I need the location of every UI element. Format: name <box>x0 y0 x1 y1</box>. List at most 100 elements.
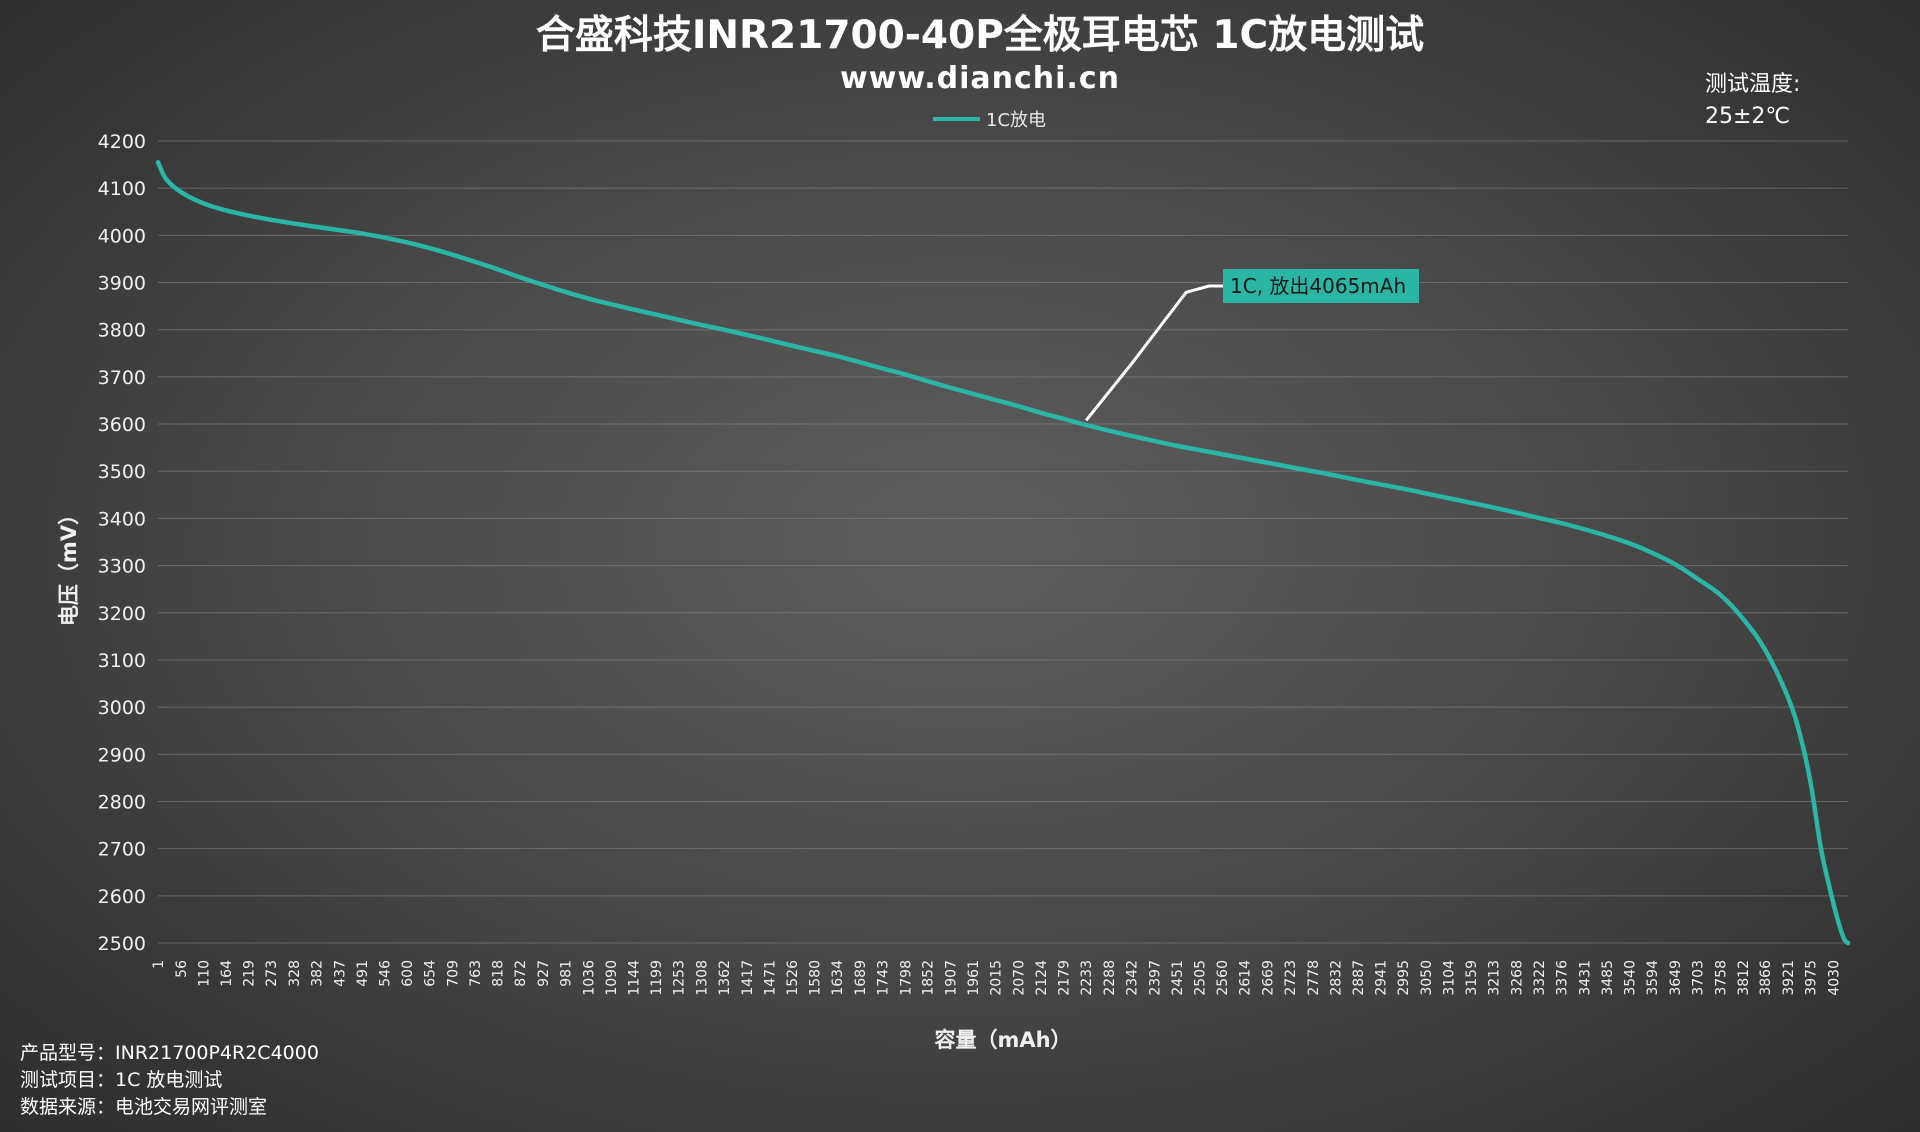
temperature-label: 测试温度: <box>1705 72 1800 97</box>
data-source: 数据来源：电池交易网评测室 <box>20 1096 268 1118</box>
y-tick-label: 4200 <box>98 131 146 153</box>
x-tick-label: 3594 <box>1645 960 1661 996</box>
x-tick-label: 164 <box>219 960 235 987</box>
x-tick-label: 2778 <box>1306 960 1322 996</box>
x-tick-label: 2941 <box>1374 960 1390 996</box>
legend: 1C放电 <box>933 110 1046 131</box>
x-tick-label: 4030 <box>1826 960 1842 996</box>
y-tick-label: 3000 <box>98 697 146 719</box>
x-tick-label: 3159 <box>1464 960 1480 996</box>
x-tick-label: 3758 <box>1713 960 1729 996</box>
x-tick-label: 927 <box>536 960 552 987</box>
x-tick-label: 1308 <box>695 960 711 996</box>
x-tick-label: 1 <box>151 960 167 969</box>
annotation-box <box>1223 269 1419 303</box>
y-tick-label: 3600 <box>98 414 146 436</box>
annotation-text: 1C, 放出4065mAh <box>1230 274 1406 298</box>
x-tick-label: 2233 <box>1079 960 1095 996</box>
x-tick-label: 3050 <box>1419 960 1435 996</box>
x-tick-label: 2015 <box>989 960 1005 996</box>
x-tick-label: 3104 <box>1441 960 1457 996</box>
x-tick-label: 2124 <box>1034 960 1050 996</box>
x-tick-label: 600 <box>400 960 416 987</box>
x-tick-label: 1253 <box>672 960 688 996</box>
x-tick-label: 1634 <box>830 960 846 996</box>
annotation: 1C, 放出4065mAh <box>1085 269 1419 422</box>
x-tick-label: 2669 <box>1260 960 1276 996</box>
x-tick-label: 1743 <box>875 960 891 996</box>
x-tick-label: 3322 <box>1532 960 1548 996</box>
x-tick-label: 2560 <box>1215 960 1231 996</box>
x-tick-label: 3213 <box>1487 960 1503 996</box>
x-tick-label: 2723 <box>1283 960 1299 996</box>
x-tick-label: 2832 <box>1328 960 1344 996</box>
x-tick-label: 3485 <box>1600 960 1616 996</box>
x-tick-label: 2505 <box>1192 960 1208 996</box>
gridlines <box>158 140 1848 944</box>
x-tick-label: 3921 <box>1781 960 1797 996</box>
x-tick-label: 546 <box>378 960 394 987</box>
x-tick-label: 1144 <box>626 960 642 996</box>
x-tick-label: 709 <box>445 960 461 987</box>
x-tick-label: 3703 <box>1690 960 1706 996</box>
y-tick-label: 3900 <box>98 273 146 295</box>
y-tick-label: 4000 <box>98 225 146 247</box>
y-tick-label: 3500 <box>98 461 146 483</box>
x-tick-label: 2887 <box>1351 960 1367 996</box>
x-tick-label: 818 <box>491 960 507 987</box>
x-tick-label: 56 <box>174 960 190 978</box>
x-tick-label: 1417 <box>740 960 756 996</box>
x-tick-label: 3975 <box>1804 960 1820 996</box>
chart-title: 合盛科技INR21700-40P全极耳电芯 1C放电测试 <box>536 13 1424 58</box>
annotation-leader-line <box>1085 284 1223 422</box>
x-tick-label: 3376 <box>1554 960 1570 996</box>
x-tick-label: 1580 <box>808 960 824 996</box>
x-tick-label: 1090 <box>604 960 620 996</box>
x-tick-label: 2397 <box>1147 960 1163 996</box>
y-tick-label: 3300 <box>98 556 146 578</box>
x-tick-label: 3431 <box>1577 960 1593 996</box>
y-axis-ticks: 4200 4100 4000 3900 3800 3700 3600 3500 3400 3300… <box>98 131 146 955</box>
x-tick-label: 491 <box>355 960 371 987</box>
x-tick-label: 3649 <box>1668 960 1684 996</box>
y-tick-label: 3200 <box>98 603 146 625</box>
x-tick-label: 1471 <box>762 960 778 996</box>
x-tick-label: 1907 <box>944 960 960 996</box>
y-tick-label: 3400 <box>98 508 146 530</box>
x-tick-label: 1798 <box>898 960 914 996</box>
x-tick-label: 382 <box>309 960 325 987</box>
x-tick-label: 763 <box>468 960 484 987</box>
x-tick-label: 328 <box>287 960 303 987</box>
x-tick-label: 2179 <box>1057 960 1073 996</box>
series-line-0 <box>155 159 1851 946</box>
y-tick-label: 3800 <box>98 320 146 342</box>
x-tick-label: 2614 <box>1238 960 1254 996</box>
x-tick-label: 110 <box>196 960 212 987</box>
x-tick-label: 1852 <box>921 960 937 996</box>
y-tick-label: 2800 <box>98 791 146 813</box>
temperature-note: 测试温度: 25±2℃ <box>1705 72 1800 129</box>
x-tick-label: 3268 <box>1510 960 1526 996</box>
chart-subtitle: www.dianchi.cn <box>840 61 1120 96</box>
x-tick-label: 981 <box>559 960 575 987</box>
x-tick-label: 3866 <box>1758 960 1774 996</box>
x-tick-label: 219 <box>242 960 258 987</box>
x-axis-ticks: 1 56 110 164 219 273 328 382 437 491 546 600 654 709 7… <box>151 960 1842 996</box>
y-tick-label: 2700 <box>98 839 146 861</box>
x-axis-label: 容量（mAh） <box>934 1028 1071 1052</box>
x-tick-label: 872 <box>513 960 529 987</box>
product-model: 产品型号：INR21700P4R2C4000 <box>20 1042 319 1064</box>
x-tick-label: 2451 <box>1170 960 1186 996</box>
x-tick-label: 1526 <box>785 960 801 996</box>
y-axis-label: 电压（mV） <box>57 504 81 626</box>
legend-label: 1C放电 <box>986 110 1046 131</box>
y-tick-label: 4100 <box>98 178 146 200</box>
x-tick-label: 1689 <box>853 960 869 996</box>
x-tick-label: 2070 <box>1011 960 1027 996</box>
x-tick-label: 2995 <box>1396 960 1412 996</box>
x-tick-label: 1199 <box>649 960 665 996</box>
x-tick-label: 3540 <box>1623 960 1639 996</box>
x-tick-label: 437 <box>332 960 348 987</box>
temperature-value: 25±2℃ <box>1705 104 1790 129</box>
